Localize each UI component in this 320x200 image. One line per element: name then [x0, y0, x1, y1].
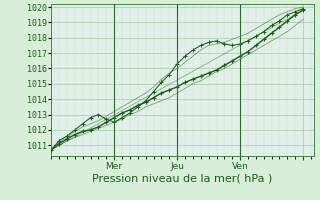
X-axis label: Pression niveau de la mer( hPa ): Pression niveau de la mer( hPa ): [92, 173, 273, 183]
